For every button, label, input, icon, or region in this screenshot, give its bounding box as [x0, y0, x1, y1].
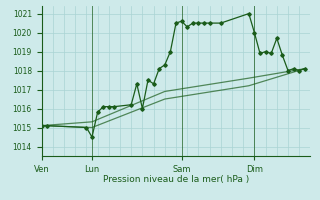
- X-axis label: Pression niveau de la mer( hPa ): Pression niveau de la mer( hPa ): [103, 175, 249, 184]
